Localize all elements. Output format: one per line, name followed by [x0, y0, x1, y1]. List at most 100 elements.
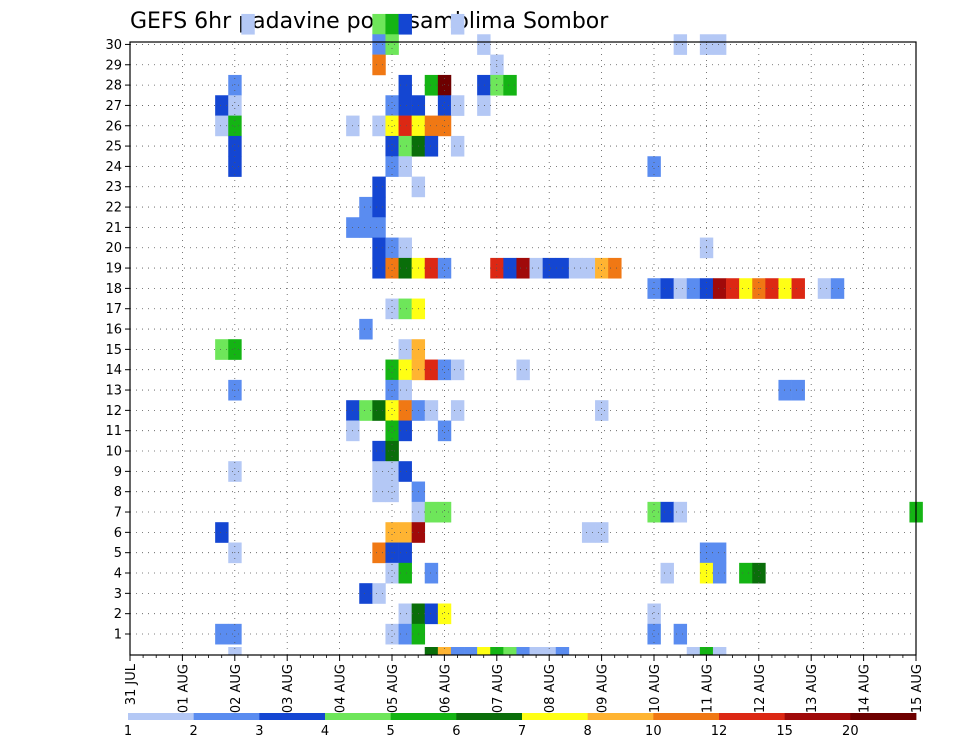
colorbar-swatch: [719, 713, 786, 720]
heatmap-cell: [712, 278, 727, 299]
y-tick-label: 24: [105, 160, 122, 175]
y-tick-label: 30: [105, 38, 122, 53]
heatmap-cell: [385, 34, 399, 55]
y-tick-label: 23: [105, 180, 122, 195]
heatmap-cell: [424, 257, 439, 279]
heatmap-cell: [398, 156, 412, 177]
y-tick-label: 12: [105, 404, 122, 419]
colorbar-label: 3: [255, 724, 263, 739]
heatmap-cell: [398, 623, 412, 645]
heatmap-cell: [372, 237, 386, 259]
heatmap-cell: [450, 13, 465, 35]
heatmap-cell: [791, 278, 805, 299]
heatmap-cell: [595, 522, 609, 543]
colorbar-swatch: [587, 713, 654, 720]
x-tick-label: 05 AUG: [386, 664, 401, 713]
heatmap-cell: [372, 481, 386, 503]
y-tick-label: 2: [114, 607, 122, 622]
heatmap-cell: [424, 562, 439, 584]
colorbar-label: 2: [190, 724, 198, 739]
heatmap-cell: [660, 501, 674, 523]
heatmap-cell: [372, 176, 386, 198]
heatmap-cell: [516, 647, 530, 656]
heatmap-cell: [241, 13, 255, 35]
y-tick-label: 28: [105, 79, 122, 94]
y-tick-label: 7: [114, 506, 122, 521]
heatmap-cell: [712, 647, 727, 656]
heatmap-cell: [398, 95, 412, 116]
heatmap-cell: [477, 34, 491, 55]
x-tick-label: 06 AUG: [438, 664, 453, 713]
heatmap-cell: [437, 420, 452, 442]
y-tick-label: 3: [114, 587, 122, 602]
y-tick-label: 4: [114, 567, 122, 582]
heatmap-cell: [581, 522, 596, 543]
x-tick-label: 15 AUG: [910, 664, 925, 713]
y-tick-label: 21: [105, 221, 122, 236]
y-tick-label: 10: [105, 445, 122, 460]
colorbar: 1 2 3 4 5 6 7 8 10 12 15 20: [124, 713, 917, 739]
heatmap-cell: [424, 647, 439, 656]
heatmap-cell: [660, 562, 674, 584]
heatmap-cell: [372, 400, 386, 421]
heatmap-cell: [385, 95, 399, 116]
heatmap-cell: [228, 74, 242, 96]
heatmap-cell: [385, 115, 399, 137]
heatmap-cell: [372, 196, 386, 218]
heatmap-cell: [359, 400, 373, 421]
heatmap-cell: [739, 562, 753, 584]
heatmap-cell: [752, 562, 766, 584]
heatmap-cell: [712, 562, 727, 584]
heatmap-cell: [398, 461, 412, 482]
colorbar-swatch: [456, 713, 523, 720]
heatmap-cell: [673, 34, 688, 55]
y-tick-label: 25: [105, 140, 122, 155]
heatmap-cell: [385, 623, 399, 645]
colorbar-swatch: [128, 713, 195, 720]
colorbar-swatch: [522, 713, 589, 720]
x-tick-label: 10 AUG: [648, 664, 663, 713]
colorbar-label: 20: [842, 724, 859, 739]
chart-title: GEFS 6hr padavine po ansamblima Sombor: [130, 9, 609, 34]
colorbar-label: 8: [584, 724, 592, 739]
heatmap-cell: [398, 115, 412, 137]
y-tick-label: 17: [105, 302, 122, 317]
heatmap-cell: [215, 115, 229, 137]
heatmap-cell: [385, 461, 399, 482]
heatmap-cell: [359, 196, 373, 218]
y-tick-label: 6: [114, 526, 122, 541]
heatmap-cell: [686, 278, 701, 299]
x-tick-label: 01 AUG: [176, 664, 191, 713]
heatmap-cell: [385, 13, 399, 35]
x-tick-label: 02 AUG: [229, 664, 244, 713]
heatmap-cell: [791, 379, 805, 401]
heatmap-cell: [424, 115, 439, 137]
y-tick-label: 20: [105, 241, 122, 256]
heatmap-cell: [673, 623, 688, 645]
heatmap-cell: [372, 440, 386, 462]
heatmap-cell: [424, 74, 439, 96]
colorbar-swatch: [259, 713, 326, 720]
colorbar-label: 5: [387, 724, 395, 739]
x-tick-label: 03 AUG: [281, 664, 296, 713]
colorbar-swatch: [653, 713, 720, 720]
heatmap-cell: [215, 623, 229, 645]
heatmap-cell: [398, 379, 412, 401]
heatmap-cell: [398, 562, 412, 584]
heatmap-cell: [477, 74, 491, 96]
heatmap-cell: [516, 359, 530, 381]
colorbar-label: 4: [321, 724, 329, 739]
y-tick-label: 8: [114, 485, 122, 500]
colorbar-label: 7: [518, 724, 526, 739]
heatmap-cell: [372, 583, 386, 604]
heatmap-cell: [372, 13, 386, 35]
heatmap-cell: [215, 522, 229, 543]
heatmap-cell: [372, 542, 386, 564]
heatmap-cell: [647, 156, 661, 177]
y-tick-label: 11: [105, 424, 122, 439]
y-tick-label: 19: [105, 262, 122, 277]
heatmap-cell: [529, 647, 543, 656]
heatmap-cell: [398, 13, 412, 35]
heatmap-cell: [215, 95, 229, 116]
x-tick-label: 09 AUG: [596, 664, 611, 713]
